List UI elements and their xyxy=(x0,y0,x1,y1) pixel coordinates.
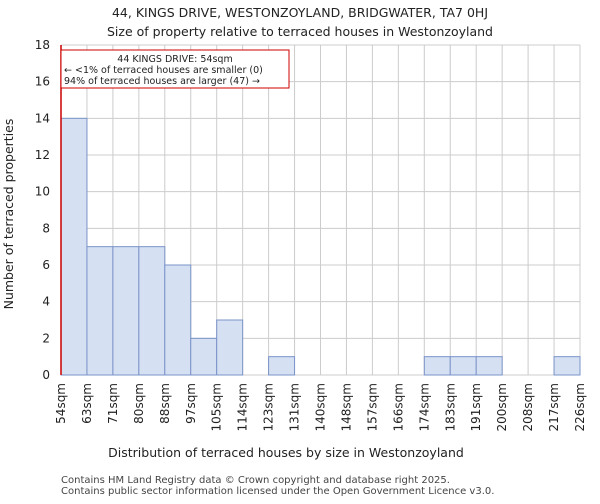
x-tick-label: 226sqm xyxy=(573,383,587,431)
annotation-box: 44 KINGS DRIVE: 54sqm ← <1% of terraced … xyxy=(60,49,290,89)
annotation-box-frame xyxy=(60,49,290,89)
annotation-line3: 94% of terraced houses are larger (47) → xyxy=(64,76,260,87)
y-tick-label: 16 xyxy=(35,75,50,89)
y-tick-labels: 0 2 4 6 8 10 12 14 16 18 xyxy=(35,38,50,382)
bar xyxy=(553,356,581,376)
annotation-line1: 44 KINGS DRIVE: 54sqm xyxy=(117,54,232,65)
x-tick-label: 200sqm xyxy=(495,383,509,431)
footer-line1: Contains HM Land Registry data © Crown c… xyxy=(61,475,450,486)
bar xyxy=(86,246,114,376)
y-tick-label: 8 xyxy=(42,221,50,235)
x-tick-label: 71sqm xyxy=(106,383,120,424)
x-tick-label: 97sqm xyxy=(184,383,198,424)
x-tick-label: 88sqm xyxy=(158,383,172,424)
bar xyxy=(216,319,244,376)
bar xyxy=(164,264,192,376)
bar xyxy=(423,356,451,376)
bar xyxy=(268,356,296,376)
x-tick-label: 208sqm xyxy=(521,383,535,431)
x-tick-label: 80sqm xyxy=(132,383,146,424)
annotation-line2: ← <1% of terraced houses are smaller (0) xyxy=(64,65,263,76)
bar-layer xyxy=(60,117,581,376)
x-tick-label: 105sqm xyxy=(210,383,224,431)
x-tick-labels: 54sqm 63sqm 71sqm 80sqm 88sqm 97sqm 105sqm 114s… xyxy=(54,383,587,431)
x-tick-label: 63sqm xyxy=(80,383,94,424)
chart-title-line2: Size of property relative to terraced ho… xyxy=(107,24,493,39)
x-tick-label: 157sqm xyxy=(365,383,379,431)
y-tick-label: 4 xyxy=(42,295,50,309)
x-tick-label: 114sqm xyxy=(236,383,250,431)
bar xyxy=(449,356,477,376)
bar xyxy=(60,117,88,376)
x-tick-label: 183sqm xyxy=(443,383,457,431)
y-tick-label: 0 xyxy=(42,368,50,382)
y-axis-label: Number of terraced properties xyxy=(1,119,16,310)
y-tick-label: 12 xyxy=(35,148,50,162)
x-tick-label: 174sqm xyxy=(417,383,431,431)
x-tick-label: 54sqm xyxy=(54,383,68,424)
y-tick-label: 6 xyxy=(42,258,50,272)
y-tick-label: 10 xyxy=(35,185,50,199)
x-axis-label: Distribution of terraced houses by size … xyxy=(108,445,464,460)
x-tick-label: 148sqm xyxy=(339,383,353,431)
x-tick-label: 140sqm xyxy=(314,383,328,431)
footer-line2: Contains public sector information licen… xyxy=(61,486,494,497)
x-tick-label: 191sqm xyxy=(469,383,483,431)
y-tick-label: 14 xyxy=(35,111,50,125)
bar xyxy=(475,356,503,376)
x-tick-label: 217sqm xyxy=(547,383,561,431)
bar xyxy=(138,246,166,376)
chart-title-line1: 44, KINGS DRIVE, WESTONZOYLAND, BRIDGWAT… xyxy=(112,5,488,20)
x-tick-label: 123sqm xyxy=(262,383,276,431)
x-tick-label: 131sqm xyxy=(288,383,302,431)
y-tick-label: 18 xyxy=(35,38,50,52)
x-tick-label: 166sqm xyxy=(391,383,405,431)
y-tick-label: 2 xyxy=(42,331,50,345)
bar xyxy=(112,246,140,376)
bar xyxy=(190,337,218,376)
